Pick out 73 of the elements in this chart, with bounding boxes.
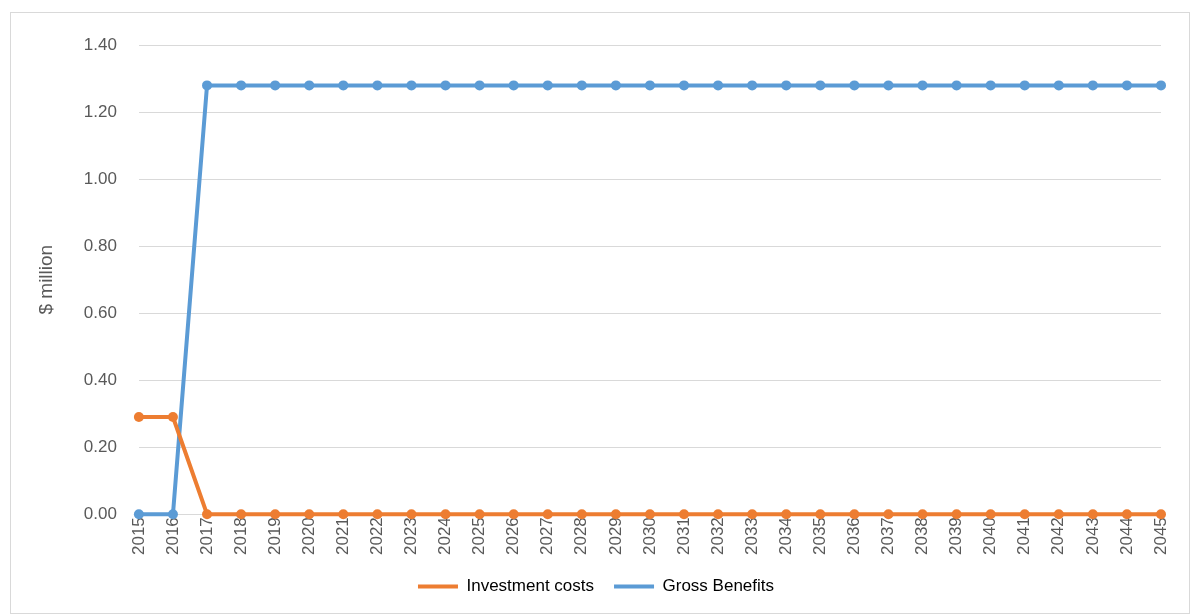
point (849, 80, 860, 91)
point (304, 80, 315, 91)
point (985, 80, 996, 91)
point (1156, 80, 1166, 91)
point (542, 80, 553, 91)
legend-label: Investment costs (466, 576, 595, 596)
y-tick-label: 1.00 (83, 168, 117, 188)
x-tick-label: 2022 (367, 517, 387, 556)
point (679, 80, 690, 91)
point (508, 80, 519, 91)
legend-label: Gross Benefits (662, 576, 775, 596)
point (781, 80, 792, 91)
x-tick-label: 2028 (571, 517, 591, 556)
point (1053, 80, 1064, 91)
point (917, 80, 928, 91)
x-tick-label: 2025 (469, 517, 489, 556)
point (133, 412, 144, 423)
point (576, 80, 587, 91)
point (815, 80, 826, 91)
point (610, 80, 621, 91)
point (406, 80, 417, 91)
y-tick-label: 0.60 (83, 302, 117, 322)
x-tick-label: 2034 (775, 517, 795, 556)
point (202, 80, 213, 91)
point (440, 80, 451, 91)
point (644, 80, 655, 91)
y-tick-label: 0.00 (83, 503, 117, 523)
x-tick-label: 2031 (673, 517, 693, 556)
x-tick-label: 2015 (128, 517, 148, 556)
y-tick-label: 1.20 (83, 101, 117, 121)
x-tick-label: 2026 (503, 517, 523, 556)
point (474, 80, 485, 91)
x-tick-label: 2043 (1082, 517, 1102, 556)
y-tick-label: 0.20 (83, 436, 117, 456)
y-tick-label: 0.40 (83, 369, 117, 389)
point (1121, 80, 1132, 91)
x-tick-label: 2037 (878, 517, 898, 556)
point (1087, 80, 1098, 91)
x-tick-label: 2044 (1116, 517, 1136, 556)
x-tick-label: 2045 (1150, 517, 1170, 556)
x-tick-label: 2016 (162, 517, 182, 556)
x-tick-label: 2017 (196, 517, 216, 556)
point (372, 80, 383, 91)
point (1019, 80, 1030, 91)
x-tick-label: 2039 (946, 517, 966, 556)
point (236, 80, 247, 91)
point (270, 80, 281, 91)
x-tick-label: 2033 (741, 517, 761, 556)
y-axis-title: $ million (34, 244, 56, 315)
x-tick-label: 2030 (639, 517, 659, 556)
x-tick-label: 2042 (1048, 517, 1068, 556)
x-tick-label: 2023 (401, 517, 421, 556)
x-tick-label: 2024 (435, 517, 455, 556)
point (338, 80, 349, 91)
x-tick-label: 2036 (844, 517, 864, 556)
x-tick-label: 2021 (333, 517, 352, 556)
point (713, 80, 724, 91)
point (951, 80, 962, 91)
x-tick-label: 2029 (605, 517, 625, 556)
point (167, 412, 178, 423)
x-tick-label: 2032 (707, 517, 727, 556)
x-tick-label: 2019 (264, 517, 284, 556)
point (883, 80, 894, 91)
x-tick-label: 2020 (298, 517, 318, 556)
x-tick-label: 2038 (912, 517, 932, 556)
x-tick-label: 2018 (230, 517, 250, 556)
x-tick-label: 2041 (1014, 517, 1034, 556)
y-tick-label: 0.80 (83, 235, 117, 255)
x-tick-label: 2035 (809, 517, 829, 556)
point (747, 80, 758, 91)
x-tick-label: 2040 (980, 517, 1000, 556)
x-tick-label: 2027 (537, 517, 557, 556)
y-tick-label: 1.40 (83, 34, 117, 54)
